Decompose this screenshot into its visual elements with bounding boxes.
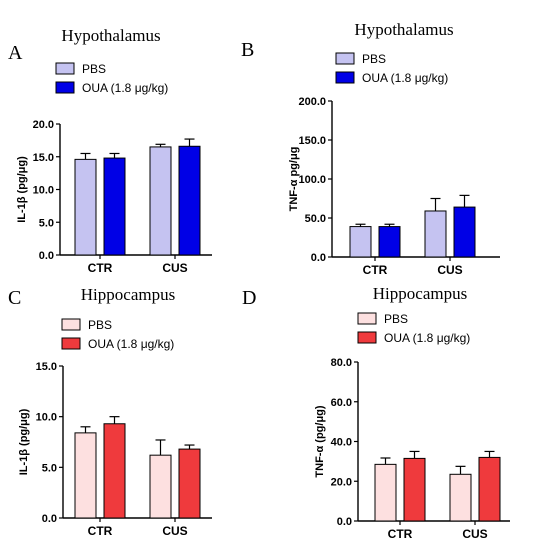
x-tick-label: CUS bbox=[462, 527, 487, 541]
bar bbox=[424, 210, 447, 258]
legend-swatch bbox=[357, 312, 377, 325]
bar bbox=[378, 226, 401, 258]
y-axis-label: IL-1β (pg/μg) bbox=[18, 408, 30, 475]
y-tick-label: 0.0 bbox=[311, 252, 326, 264]
panel-letter: C bbox=[8, 287, 21, 309]
y-tick-label: 15.0 bbox=[33, 152, 54, 164]
bar bbox=[74, 432, 97, 519]
bar bbox=[178, 145, 201, 256]
bar bbox=[403, 457, 426, 522]
x-tick-label: CTR bbox=[88, 261, 113, 275]
y-tick-label: 150.0 bbox=[298, 135, 326, 147]
y-tick-label: 20.0 bbox=[33, 119, 54, 131]
y-tick-label: 10.0 bbox=[33, 185, 54, 197]
y-tick-label: 60.0 bbox=[331, 397, 352, 409]
panel-title: Hypothalamus bbox=[61, 26, 160, 45]
x-tick-label: CTR bbox=[388, 527, 413, 541]
bar bbox=[374, 463, 397, 522]
panel-A: A Hypothalamus PBS OUA (1.8 μg/kg) 0.0 5.0 10.… bbox=[8, 26, 212, 275]
y-tick-label: 0.0 bbox=[39, 250, 54, 262]
legend-label: PBS bbox=[362, 52, 386, 66]
bar bbox=[349, 226, 372, 258]
y-tick-label: 5.0 bbox=[42, 462, 57, 474]
y-axis-label: TNF-α (pg/μg) bbox=[314, 405, 326, 477]
legend-swatch bbox=[61, 318, 81, 331]
y-tick-label: 200.0 bbox=[298, 96, 326, 108]
legend-swatch bbox=[55, 81, 75, 94]
y-tick-label: 10.0 bbox=[36, 412, 57, 424]
legend-swatch bbox=[335, 52, 355, 65]
bar bbox=[74, 158, 97, 256]
y-tick-label: 20.0 bbox=[331, 476, 352, 488]
panel-D: D Hippocampus PBS OUA (1.8 μg/kg) 0.0 20.0 40.… bbox=[242, 284, 510, 541]
y-tick-label: 0.0 bbox=[42, 513, 57, 525]
legend-label: OUA (1.8 μg/kg) bbox=[88, 337, 174, 351]
panel-title: Hypothalamus bbox=[354, 20, 453, 39]
legend-label: OUA (1.8 μg/kg) bbox=[384, 331, 470, 345]
bar bbox=[449, 473, 472, 522]
x-tick-label: CTR bbox=[363, 263, 388, 277]
legend-label: PBS bbox=[88, 318, 112, 332]
bar bbox=[149, 454, 172, 519]
bar bbox=[103, 423, 126, 519]
legend-swatch bbox=[61, 337, 81, 350]
panel-letter: A bbox=[8, 42, 23, 64]
y-tick-label: 0.0 bbox=[337, 516, 352, 528]
legend-swatch bbox=[357, 331, 377, 344]
panel-title: Hippocampus bbox=[81, 285, 175, 304]
panel-letter: D bbox=[242, 287, 256, 309]
panel-C: C Hippocampus PBS OUA (1.8 μg/kg) 0.0 5.0 10.0… bbox=[8, 285, 212, 538]
legend-swatch bbox=[335, 71, 355, 84]
bar bbox=[103, 157, 126, 256]
y-tick-label: 5.0 bbox=[39, 217, 54, 229]
x-tick-label: CUS bbox=[437, 263, 462, 277]
legend-label: OUA (1.8 μg/kg) bbox=[82, 81, 168, 95]
bar bbox=[178, 448, 201, 519]
legend-swatch bbox=[55, 62, 75, 75]
y-tick-label: 100.0 bbox=[298, 174, 326, 186]
bar bbox=[453, 206, 476, 258]
x-tick-label: CTR bbox=[88, 524, 113, 538]
panel-letter: B bbox=[241, 39, 254, 61]
y-tick-label: 15.0 bbox=[36, 361, 57, 373]
y-axis-label: IL-1β (pg/μg) bbox=[16, 156, 28, 223]
y-tick-label: 80.0 bbox=[331, 357, 352, 369]
panel-B: B Hypothalamus PBS OUA (1.8 μg/kg) 0.0 50.0 10… bbox=[241, 20, 500, 277]
bar bbox=[149, 146, 172, 256]
panel-title: Hippocampus bbox=[373, 284, 467, 303]
legend-label: PBS bbox=[384, 312, 408, 326]
x-tick-label: CUS bbox=[162, 261, 187, 275]
bar bbox=[478, 456, 501, 522]
y-tick-label: 50.0 bbox=[305, 213, 326, 225]
legend-label: PBS bbox=[82, 62, 106, 76]
x-tick-label: CUS bbox=[162, 524, 187, 538]
y-tick-label: 40.0 bbox=[331, 437, 352, 449]
legend-label: OUA (1.8 μg/kg) bbox=[362, 71, 448, 85]
y-axis-label: TNF-α pg/μg bbox=[288, 147, 300, 212]
